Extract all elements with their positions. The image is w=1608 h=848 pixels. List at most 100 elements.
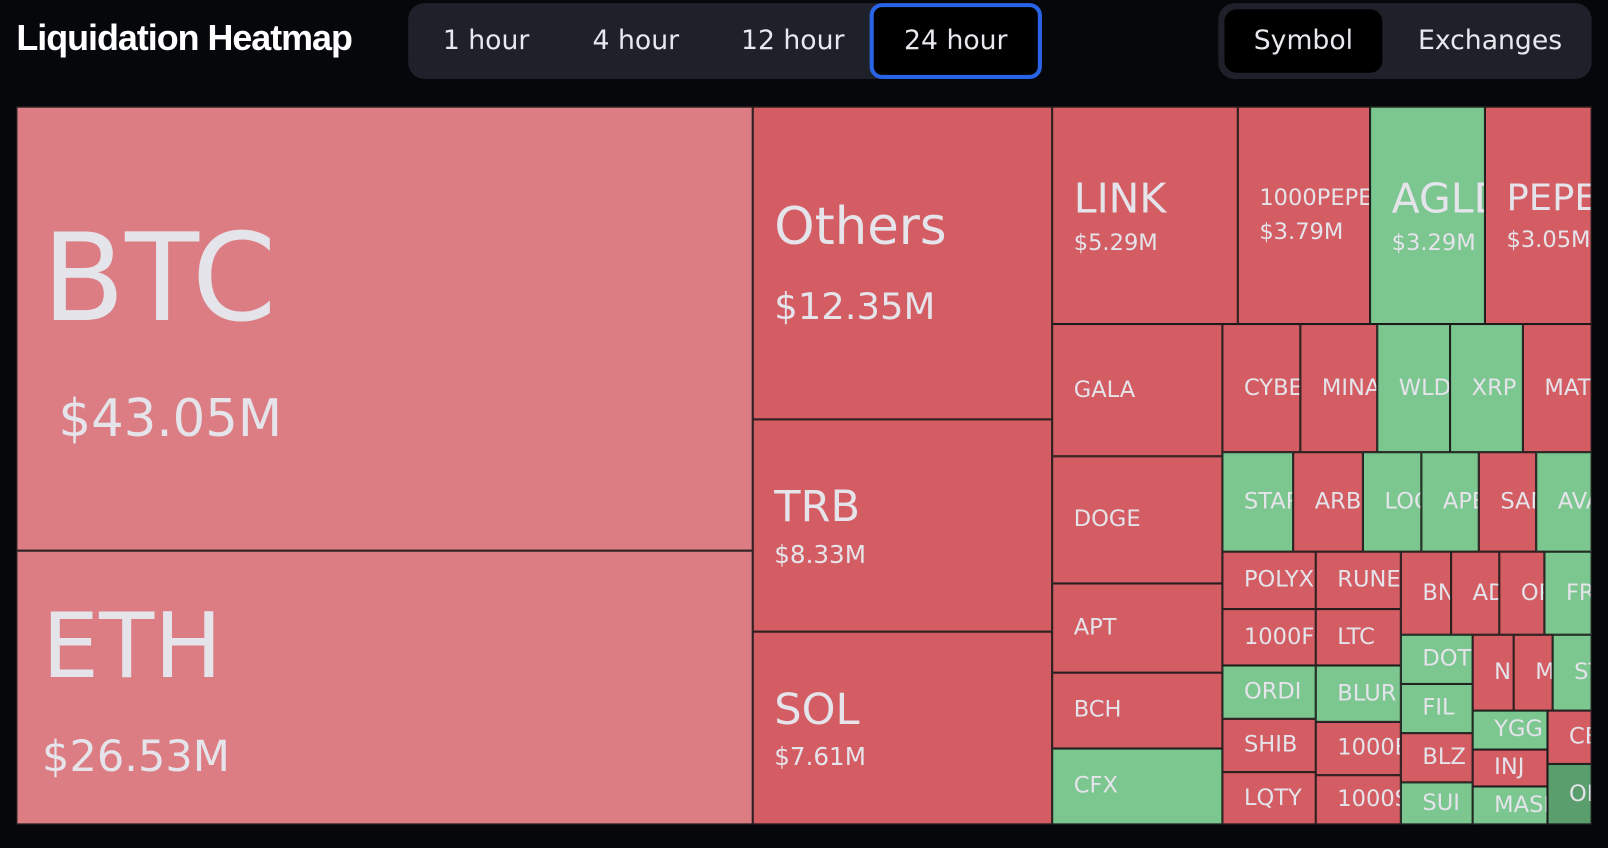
tile-label: SOL xyxy=(774,683,860,735)
heatmap-tile[interactable]: Others $12.35M xyxy=(752,106,1053,420)
tile-label: WLD xyxy=(1398,375,1451,401)
heatmap-tile[interactable]: SOL $7.61M xyxy=(752,631,1053,825)
heatmap-tile[interactable]: XRP xyxy=(1450,324,1523,453)
heatmap-tile[interactable]: MINA xyxy=(1300,324,1378,453)
heatmap-tile[interactable]: SUI xyxy=(1400,782,1473,825)
heatmap-tile[interactable]: N xyxy=(1472,634,1514,711)
tile-label: ORDI xyxy=(1243,679,1302,705)
heatmap-tile[interactable]: DOGE xyxy=(1052,456,1223,584)
time-tab-group: 1 hour 4 hour 12 hour 24 hour xyxy=(408,3,1042,79)
tile-label: BTC xyxy=(42,206,277,349)
heatmap-tile[interactable]: BN xyxy=(1400,551,1452,635)
page-title: Liquidation Heatmap xyxy=(16,18,352,59)
tile-label: 1000FL xyxy=(1243,624,1315,650)
heatmap-tile[interactable]: ORDI xyxy=(1222,665,1316,719)
tile-label: SAN xyxy=(1500,488,1535,515)
heatmap-tile[interactable]: ETH $26.53M xyxy=(16,550,753,825)
heatmap-tile[interactable]: APT xyxy=(1052,583,1223,673)
heatmap-tile[interactable]: CE xyxy=(1547,710,1592,764)
tile-label: TRB xyxy=(774,481,861,532)
heatmap-tile[interactable]: YGG xyxy=(1472,710,1548,750)
heatmap-tile[interactable]: M xyxy=(1513,634,1553,711)
tile-label: CYBE xyxy=(1243,375,1301,401)
tile-label: OP xyxy=(1520,580,1544,606)
tile-value: $26.53M xyxy=(42,731,230,782)
tile-label: XRP xyxy=(1471,375,1517,401)
heatmap-tile[interactable]: AVA xyxy=(1536,452,1592,552)
heatmap-tile[interactable]: SHIB xyxy=(1222,718,1316,773)
heatmap-tile[interactable]: STAR xyxy=(1222,452,1294,552)
tile-value: $3.29M xyxy=(1391,230,1476,256)
heatmap-tile[interactable]: LQTY xyxy=(1222,772,1316,825)
view-tab-active[interactable]: Symbol xyxy=(1224,9,1383,73)
heatmap-tile[interactable]: APE xyxy=(1421,452,1479,552)
tile-label: LQTY xyxy=(1243,785,1302,811)
heatmap-tile[interactable]: TRB $8.33M xyxy=(752,419,1053,632)
heatmap-tile[interactable]: 1000FL xyxy=(1222,609,1316,666)
heatmap-tile[interactable]: FIL xyxy=(1400,683,1473,734)
heatmap-tile[interactable]: AGLD $3.29M xyxy=(1370,106,1485,325)
heatmap-tile[interactable]: 1000S xyxy=(1315,775,1401,825)
view-tab[interactable]: Exchanges xyxy=(1417,25,1563,57)
tile-label: STAR xyxy=(1243,488,1292,515)
heatmap-tile[interactable]: MAT xyxy=(1522,324,1592,453)
heatmap-tile[interactable]: POLYX xyxy=(1222,551,1316,610)
tile-label: LINK xyxy=(1073,174,1167,222)
heatmap-tile[interactable]: CYBE xyxy=(1222,324,1301,453)
heatmap-tile[interactable]: BTC $43.05M xyxy=(16,106,753,551)
tile-label: BCH xyxy=(1073,697,1122,724)
tile-label: BLUR xyxy=(1337,680,1397,707)
tile-label: BLZ xyxy=(1422,744,1466,771)
tile-label: FIL xyxy=(1422,695,1455,722)
tile-label: OP xyxy=(1569,781,1591,807)
tile-label: 1000PEPE xyxy=(1259,185,1371,212)
tile-label: SUI xyxy=(1422,790,1460,817)
tile-label: M xyxy=(1535,660,1551,686)
heatmap-tile[interactable]: GALA xyxy=(1052,324,1223,457)
tile-label: ARB xyxy=(1314,488,1362,515)
time-tab[interactable]: 4 hour xyxy=(592,25,680,57)
heatmap-tile[interactable]: ARB xyxy=(1293,452,1363,552)
time-tab[interactable]: 1 hour xyxy=(442,25,530,57)
tile-label: DOGE xyxy=(1073,506,1141,533)
heatmap-tile[interactable]: LINK $5.29M xyxy=(1052,106,1238,325)
tile-label: RUNE xyxy=(1337,567,1401,594)
heatmap-tile[interactable]: WLD xyxy=(1377,324,1451,453)
time-tab[interactable]: 12 hour xyxy=(740,25,845,57)
tile-label: DOT xyxy=(1422,646,1472,672)
view-tab-group: Symbol Exchanges xyxy=(1218,3,1592,79)
time-tab-active[interactable]: 24 hour xyxy=(869,3,1042,79)
tile-label: INJ xyxy=(1494,755,1525,781)
tile-label: FR xyxy=(1565,580,1591,606)
heatmap-tile[interactable]: DOT xyxy=(1400,634,1473,684)
heatmap-tile[interactable]: BLZ xyxy=(1400,733,1473,783)
heatmap-tile[interactable]: MASK xyxy=(1472,786,1548,825)
tile-label: N xyxy=(1494,659,1512,686)
heatmap-tile[interactable]: ST xyxy=(1552,634,1592,711)
tile-label: Others xyxy=(774,196,947,257)
heatmap-tile[interactable]: LTC xyxy=(1315,609,1401,666)
heatmap-tile[interactable]: INJ xyxy=(1472,749,1548,787)
heatmap-tile[interactable]: OP xyxy=(1499,551,1545,635)
heatmap-tile[interactable]: 1000PEPE $3.79M xyxy=(1237,106,1371,325)
tile-value: $3.79M xyxy=(1259,219,1344,246)
heatmap-tile[interactable]: RUNE xyxy=(1315,551,1401,610)
heatmap-tile[interactable]: BLUR xyxy=(1315,665,1401,722)
tile-label: ETH xyxy=(42,592,223,698)
heatmap-tile[interactable]: PEPE $3.05M xyxy=(1484,106,1592,325)
tile-label: 1000S xyxy=(1337,786,1400,813)
heatmap-tile[interactable]: OP xyxy=(1547,763,1592,825)
heatmap-tile[interactable]: BCH xyxy=(1052,672,1223,749)
heatmap-tile[interactable]: FR xyxy=(1544,551,1592,635)
tile-label: CE xyxy=(1569,724,1591,750)
heatmap-tile[interactable]: LOO xyxy=(1362,452,1422,552)
heatmap-tile[interactable]: SAN xyxy=(1478,452,1537,552)
heatmap-tile[interactable]: CFX xyxy=(1052,748,1223,825)
tile-label: AD xyxy=(1472,580,1499,606)
heatmap-tile[interactable]: AD xyxy=(1451,551,1500,635)
tile-label: YGG xyxy=(1494,717,1543,743)
tile-label: APE xyxy=(1442,488,1478,515)
